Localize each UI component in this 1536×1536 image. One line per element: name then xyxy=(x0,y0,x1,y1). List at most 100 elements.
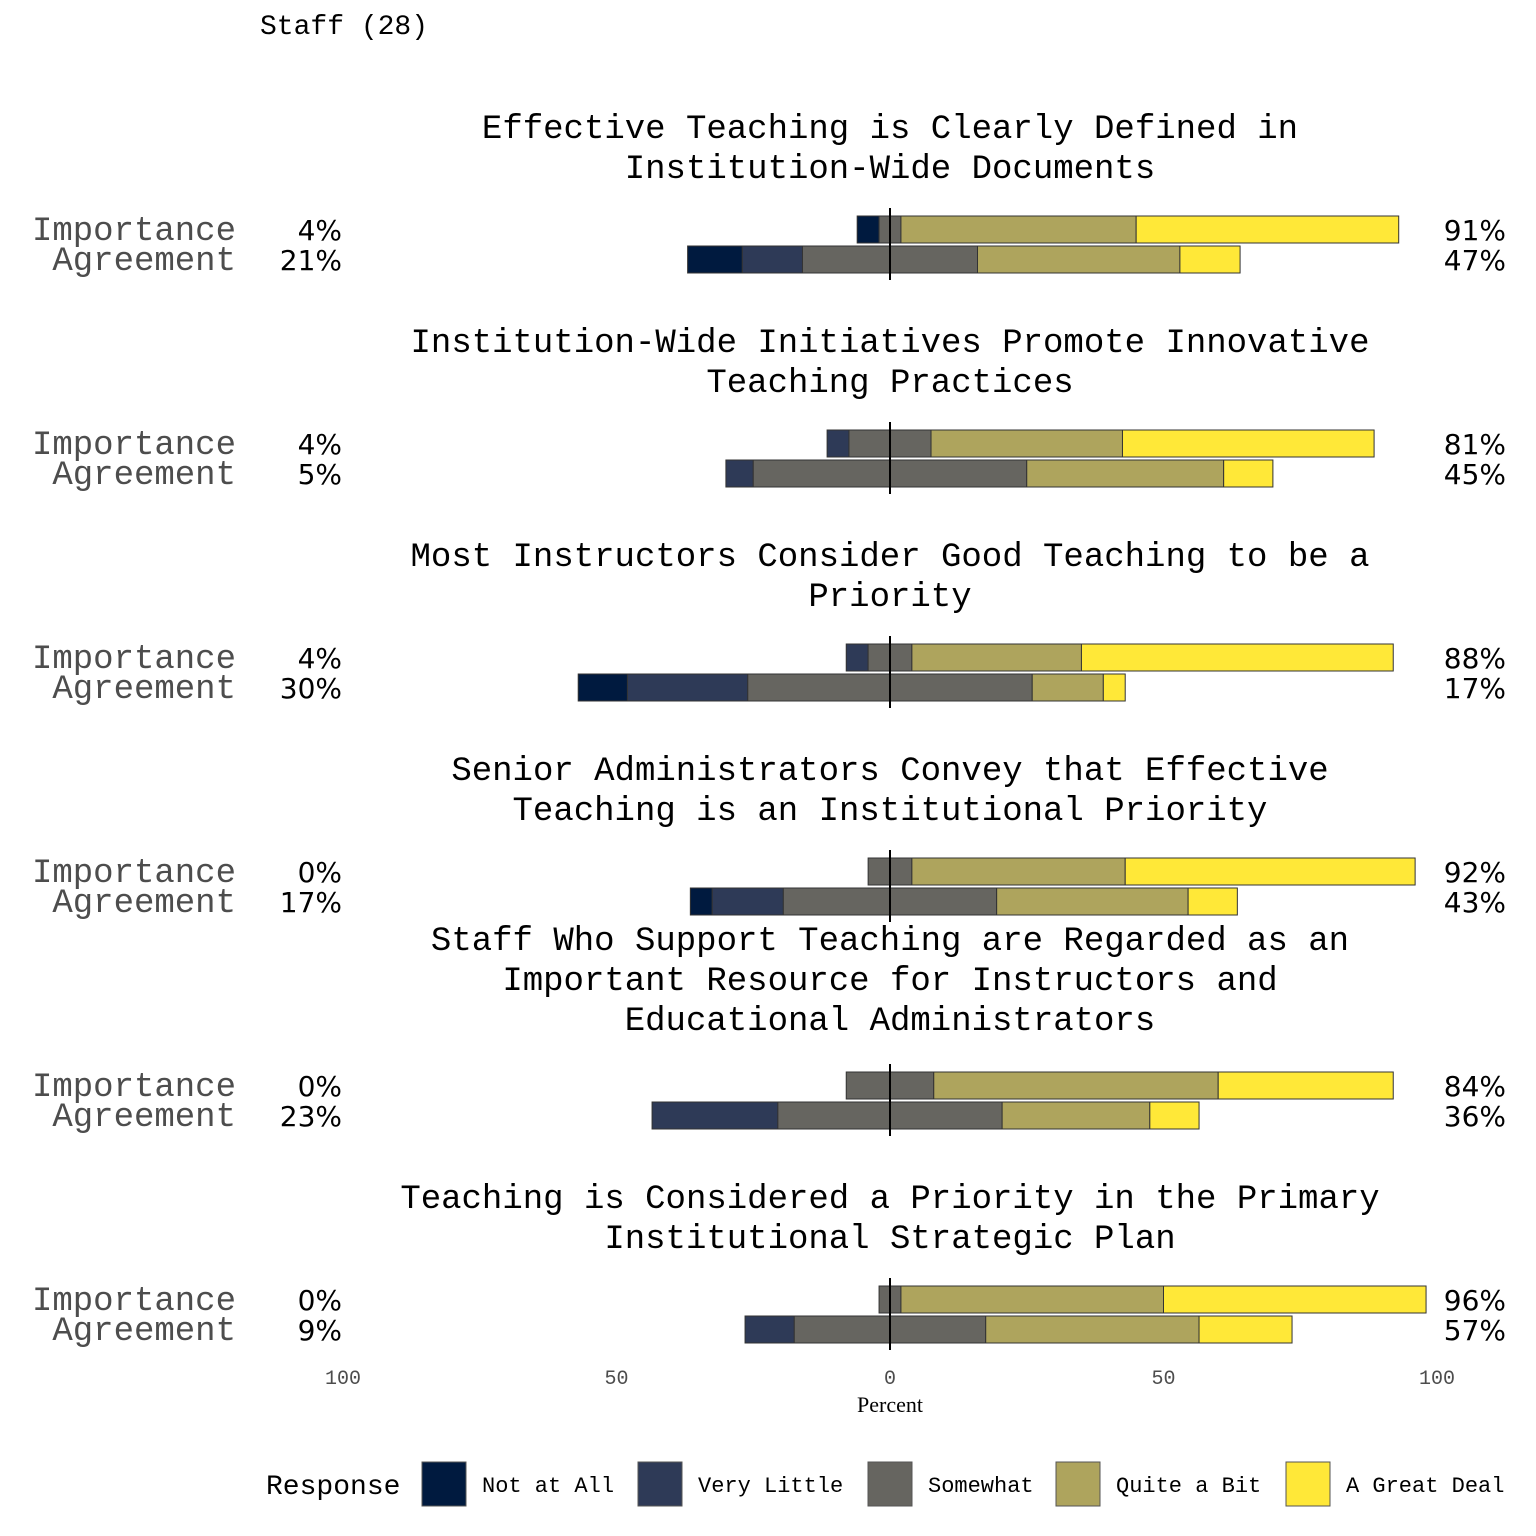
row-label: Importance xyxy=(32,427,236,465)
bar-segment-a-great-deal xyxy=(1163,1285,1427,1314)
legend-label: A Great Deal xyxy=(1346,1474,1504,1499)
panel-title-line: Teaching is an Institutional Priority xyxy=(513,793,1268,831)
bar-segment-not-at-all xyxy=(689,887,713,916)
bar-segment-very-little xyxy=(744,1315,795,1344)
chart-header-title: Staff (28) xyxy=(260,12,428,43)
right-percent-label: 92% xyxy=(1444,856,1506,889)
bar-segment-a-great-deal xyxy=(1080,643,1394,672)
legend-swatch xyxy=(637,1461,683,1507)
row-importance: Importance 4% 91% xyxy=(32,213,1506,251)
bar-segment-not-at-all xyxy=(856,215,880,244)
row-label: Agreement xyxy=(52,885,236,923)
row-label: Importance xyxy=(32,855,236,893)
left-percent-label: 0% xyxy=(298,1284,342,1317)
bar-segment-quite-a-bit xyxy=(933,1071,1219,1100)
bar-segment-a-great-deal xyxy=(1135,215,1400,244)
right-percent-label: 57% xyxy=(1444,1314,1506,1347)
panel-4: Senior Administrators Convey that Effect… xyxy=(32,753,1506,923)
panel-title-line: Staff Who Support Teaching are Regarded … xyxy=(431,923,1349,961)
bar-segment-a-great-deal xyxy=(1198,1315,1293,1344)
panel-2: Institution-Wide Initiatives Promote Inn… xyxy=(32,325,1506,495)
panel-6: Teaching is Considered a Priority in the… xyxy=(32,1181,1506,1351)
row-agreement: Agreement 9% 57% xyxy=(52,1313,1506,1351)
right-percent-label: 91% xyxy=(1444,214,1506,247)
right-percent-label: 45% xyxy=(1444,458,1506,491)
row-label: Agreement xyxy=(52,1313,236,1351)
right-percent-label: 43% xyxy=(1444,886,1506,919)
bar-segment-very-little xyxy=(725,459,754,488)
x-tick-label: 0 xyxy=(884,1368,896,1391)
legend-swatch xyxy=(421,1461,467,1507)
row-label: Importance xyxy=(32,213,236,251)
x-tick-label: 50 xyxy=(604,1368,628,1391)
bar-segment-quite-a-bit xyxy=(900,1285,1164,1314)
left-percent-label: 0% xyxy=(298,1070,342,1103)
legend-entry-a-great-deal: A Great Deal xyxy=(1285,1461,1504,1507)
row-label: Importance xyxy=(32,641,236,679)
row-label: Agreement xyxy=(52,457,236,495)
row-label: Agreement xyxy=(52,1099,236,1137)
left-percent-label: 0% xyxy=(298,856,342,889)
bar-segment-quite-a-bit xyxy=(1001,1101,1151,1130)
panel-title-line: Institutional Strategic Plan xyxy=(604,1221,1175,1259)
left-percent-label: 4% xyxy=(298,642,342,675)
legend-entry-very-little: Very Little xyxy=(637,1461,843,1507)
right-percent-label: 96% xyxy=(1444,1284,1506,1317)
panel-title-line: Teaching is Considered a Priority in the… xyxy=(400,1181,1379,1219)
bar-segment-quite-a-bit xyxy=(985,1315,1200,1344)
legend-label: Not at All xyxy=(482,1474,614,1499)
x-axis: 100 50 0 50 100 Percent xyxy=(325,1368,1455,1417)
legend-label: Very Little xyxy=(698,1474,843,1499)
bar-segment-quite-a-bit xyxy=(1031,673,1104,702)
right-percent-label: 88% xyxy=(1444,642,1506,675)
row-importance: Importance 4% 81% xyxy=(32,427,1506,465)
bar-segment-a-great-deal xyxy=(1149,1101,1200,1130)
bar-segment-very-little xyxy=(711,887,784,916)
x-axis-title: Percent xyxy=(857,1392,923,1417)
bar-segment-quite-a-bit xyxy=(911,857,1126,886)
right-percent-label: 81% xyxy=(1444,428,1506,461)
legend-title: Response xyxy=(266,1472,400,1503)
left-percent-label: 4% xyxy=(298,428,342,461)
bar-segment-a-great-deal xyxy=(1187,887,1238,916)
panel-title-line: Institution-Wide Documents xyxy=(625,151,1156,189)
legend-entry-somewhat: Somewhat xyxy=(867,1461,1034,1507)
x-tick-label: 100 xyxy=(325,1368,361,1391)
bar-segment-a-great-deal xyxy=(1179,245,1241,274)
x-tick-label: 50 xyxy=(1151,1368,1175,1391)
bar-segment-not-at-all xyxy=(577,673,628,702)
row-agreement: Agreement 5% 45% xyxy=(52,457,1506,495)
legend-label: Somewhat xyxy=(928,1474,1034,1499)
bar-segment-very-little xyxy=(651,1101,779,1130)
bar-segment-a-great-deal xyxy=(1124,857,1416,886)
bar-segment-very-little xyxy=(626,673,749,702)
row-label: Agreement xyxy=(52,243,236,281)
right-percent-label: 84% xyxy=(1444,1070,1506,1103)
panel-title-line: Effective Teaching is Clearly Defined in xyxy=(482,111,1298,149)
legend-swatch xyxy=(867,1461,913,1507)
left-percent-label: 30% xyxy=(280,672,342,705)
row-importance: Importance 0% 92% xyxy=(32,855,1506,893)
bar-segment-a-great-deal xyxy=(1102,673,1126,702)
row-agreement: Agreement 30% 17% xyxy=(52,671,1506,709)
bar-segment-quite-a-bit xyxy=(1026,459,1225,488)
row-importance: Importance 0% 84% xyxy=(32,1069,1506,1107)
panels-layer: Effective Teaching is Clearly Defined in… xyxy=(32,111,1506,1351)
legend-label: Quite a Bit xyxy=(1116,1474,1261,1499)
left-percent-label: 9% xyxy=(298,1314,342,1347)
bar-segment-a-great-deal xyxy=(1223,459,1274,488)
bar-segment-very-little xyxy=(741,245,803,274)
left-percent-label: 4% xyxy=(298,214,342,247)
legend-swatch xyxy=(1055,1461,1101,1507)
right-percent-label: 47% xyxy=(1444,244,1506,277)
bar-segment-quite-a-bit xyxy=(996,887,1189,916)
left-percent-label: 17% xyxy=(280,886,342,919)
bar-segment-quite-a-bit xyxy=(900,215,1137,244)
right-percent-label: 17% xyxy=(1444,672,1506,705)
panel-title-line: Most Instructors Consider Good Teaching … xyxy=(411,539,1370,577)
x-tick-label: 100 xyxy=(1419,1368,1455,1391)
panel-1: Effective Teaching is Clearly Defined in… xyxy=(32,111,1506,281)
bar-segment-quite-a-bit xyxy=(977,245,1181,274)
bar-segment-a-great-deal xyxy=(1217,1071,1394,1100)
bar-segment-very-little xyxy=(845,643,869,672)
